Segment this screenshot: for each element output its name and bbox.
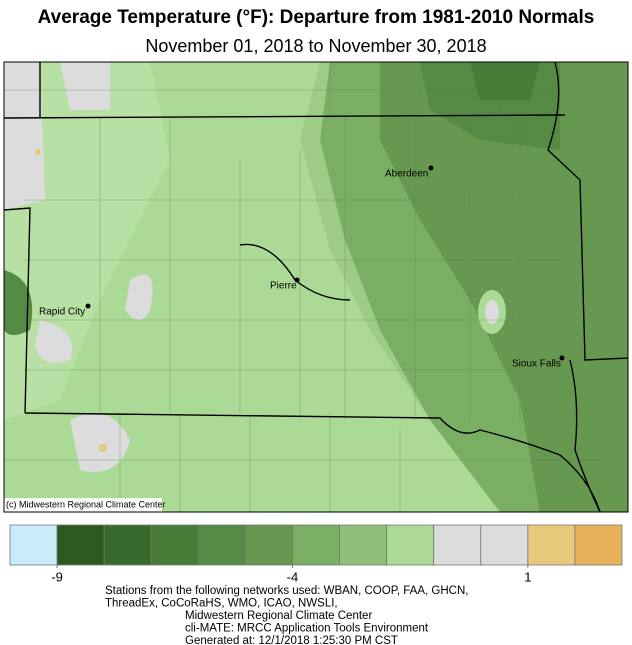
footer-line: cli-MATE: MRCC Application Tools Environ… — [185, 623, 429, 635]
legend: -9 -4 1 — [9, 524, 623, 584]
legend-swatch — [339, 524, 388, 566]
legend-swatch — [386, 524, 435, 566]
subtitle: November 01, 2018 to November 30, 2018 — [145, 36, 486, 56]
credit: (c) Midwestern Regional Climate Center — [6, 499, 166, 509]
footer-line: ThreadEx, CoCoRaHS, WMO, ICAO, NWSLI, — [105, 598, 338, 610]
map: Aberdeen Pierre Rapid City Sioux Falls (… — [3, 61, 629, 513]
credit-box — [4, 498, 162, 512]
city-dot — [85, 303, 91, 309]
legend-tick-label: 1 — [524, 569, 531, 584]
footer-line: Stations from the following networks use… — [105, 585, 468, 597]
legend-swatch — [56, 524, 105, 566]
legend-swatch — [480, 524, 529, 566]
legend-swatch — [103, 524, 152, 566]
legend-swatch — [197, 524, 246, 566]
city-label: Rapid City — [39, 307, 85, 318]
legend-swatch — [9, 524, 58, 566]
legend-swatch — [244, 524, 293, 566]
legend-tick-label: -9 — [51, 569, 63, 584]
legend-swatch — [574, 524, 623, 566]
city-dot — [428, 165, 434, 171]
legend-swatch — [292, 524, 340, 566]
city-label: Aberdeen — [385, 169, 428, 180]
city-label: Sioux Falls — [512, 359, 561, 370]
city-dot — [559, 355, 565, 361]
footer-line: Generated at: 12/1/2018 1:25:30 PM CST — [185, 635, 398, 645]
map-frame — [3, 61, 629, 513]
legend-tick-label: -4 — [287, 569, 299, 584]
title: Average Temperature (°F): Departure from… — [38, 7, 595, 28]
legend-swatch — [150, 524, 199, 566]
footer-line: Midwestern Regional Climate Center — [185, 610, 372, 622]
city-label: Pierre — [270, 281, 297, 292]
footer: Stations from the following networks use… — [105, 585, 468, 645]
city-dot — [294, 277, 300, 283]
legend-swatch — [433, 524, 482, 566]
legend-swatch — [527, 524, 576, 566]
